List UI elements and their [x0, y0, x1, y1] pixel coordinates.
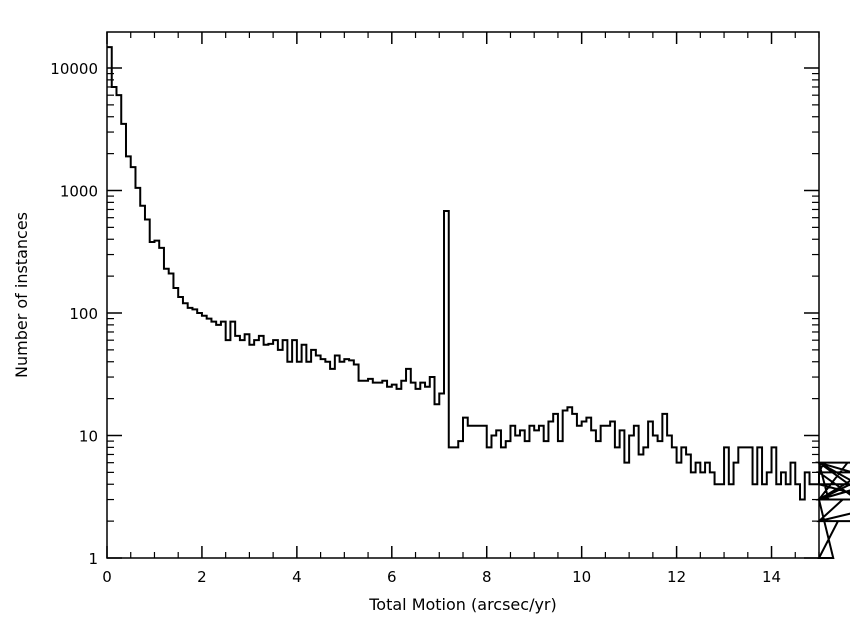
y-tick-label: 10000: [50, 60, 98, 78]
plot-frame: [106, 31, 820, 559]
x-tick-label: 6: [387, 568, 397, 586]
y-tick-label: 10: [79, 428, 98, 446]
y-axis-title: Number of instances: [12, 212, 31, 378]
x-axis-title: Total Motion (arcsec/yr): [368, 595, 557, 614]
axis-tick-labels: 0 2 4 6 8 10 12 14 1 10 100 1000 10000: [50, 60, 781, 586]
histogram-series-line: [107, 46, 850, 559]
y-tick-label: 1: [88, 550, 98, 568]
x-tick-label: 12: [667, 568, 686, 586]
x-tick-label: 8: [482, 568, 492, 586]
y-tick-label: 100: [69, 305, 98, 323]
x-tick-label: 4: [292, 568, 302, 586]
x-tick-label: 10: [572, 568, 591, 586]
axis-ticks: [106, 32, 820, 559]
x-tick-label: 0: [102, 568, 112, 586]
y-tick-label: 1000: [60, 183, 98, 201]
x-tick-label: 2: [197, 568, 207, 586]
x-tick-label: 14: [762, 568, 781, 586]
